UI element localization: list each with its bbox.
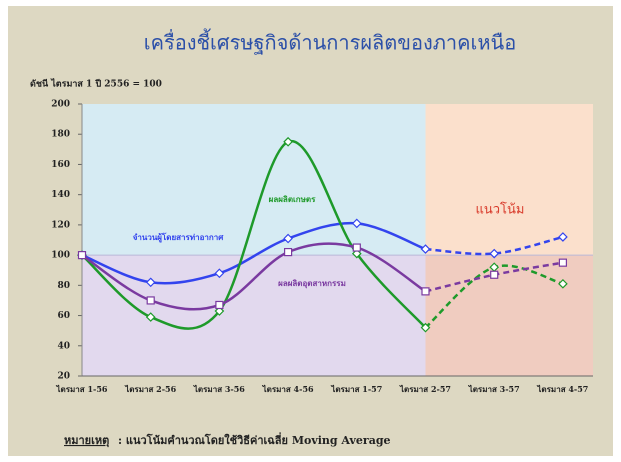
- x-tick-label: ไตรมาส 4-56: [262, 384, 314, 394]
- series-line: [81, 242, 427, 311]
- series-line: [81, 221, 426, 285]
- x-tick-label: ไตรมาส 1-56: [56, 384, 108, 394]
- subtitle: ดัชนี ไตรมาส 1 ปี 2556 = 100: [30, 78, 162, 90]
- trend-line: [425, 235, 564, 256]
- marker: [558, 232, 568, 242]
- marker: [283, 233, 293, 244]
- series-label: จำนวนผู้โดยสารท่าอากาศ: [133, 232, 225, 243]
- y-tick-label: 100: [51, 251, 70, 261]
- marker: [421, 287, 430, 296]
- y-tick-label: 60: [57, 311, 70, 321]
- trend-label: แนวโน้ม: [475, 202, 524, 218]
- marker: [77, 251, 87, 260]
- x-tick-label: ไตรมาส 3-56: [193, 384, 245, 394]
- marker: [145, 312, 156, 322]
- region-history-lower: [82, 255, 426, 376]
- marker: [420, 244, 431, 254]
- series-label: ผลผลิตเกษตร: [269, 194, 316, 204]
- marker: [145, 277, 156, 288]
- note: : แนวโน้มคำนวณโดยใช้วิธีค่าเฉลี่ย Moving…: [118, 432, 391, 447]
- note-label: หมายเหตุ: [64, 434, 109, 448]
- x-tick-label: ไตรมาส 2-56: [124, 384, 176, 394]
- marker: [284, 247, 293, 257]
- region-history-upper: [82, 104, 426, 256]
- marker: [215, 300, 224, 310]
- marker: [490, 270, 499, 279]
- y-tick-label: 120: [51, 220, 70, 230]
- x-tick-label: ไตรมาส 2-57: [399, 384, 451, 394]
- marker: [352, 243, 361, 252]
- region-trend-upper: [425, 104, 593, 256]
- series-label: ผลผลิตอุตสาหกรรม: [278, 278, 346, 289]
- y-tick-label: 200: [51, 100, 70, 110]
- marker: [214, 268, 225, 279]
- marker: [283, 136, 293, 147]
- y-tick-label: 180: [51, 130, 70, 140]
- x-tick-label: ไตรมาส 3-57: [468, 384, 520, 394]
- region-trend-lower: [425, 255, 593, 376]
- x-tick-label: ไตรมาส 1-57: [330, 384, 382, 394]
- marker: [146, 296, 155, 305]
- y-tick-label: 80: [57, 281, 70, 291]
- marker: [420, 322, 431, 333]
- y-tick-label: 40: [57, 341, 70, 351]
- y-tick-label: 140: [51, 190, 70, 200]
- marker: [489, 248, 500, 259]
- marker: [214, 306, 225, 316]
- y-tick-label: 20: [57, 372, 70, 382]
- marker: [558, 278, 568, 289]
- marker: [351, 218, 362, 229]
- marker: [558, 258, 568, 267]
- chart-title: เครื่องชี้เศรษฐกิจด้านการผลิตของภาคเหนือ: [144, 29, 517, 55]
- y-tick-label: 160: [51, 160, 70, 170]
- x-tick-label: ไตรมาส 4-57: [536, 384, 588, 394]
